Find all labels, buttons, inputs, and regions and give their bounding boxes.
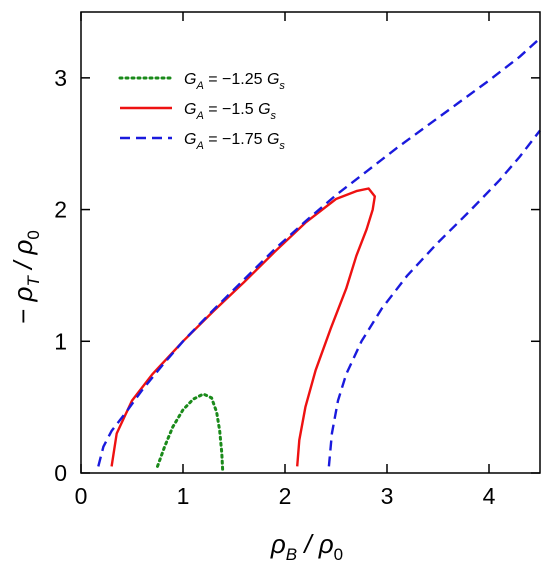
x-tick-label: 2 bbox=[279, 483, 292, 509]
series-line-3 bbox=[97, 37, 541, 467]
legend: GA = −1.25 Gs GA = −1.5 Gs GA = −1.75 Gs bbox=[118, 71, 285, 152]
x-tick-label: 3 bbox=[381, 483, 394, 509]
y-tick-label: 2 bbox=[54, 197, 67, 223]
x-tick-label: 0 bbox=[75, 483, 88, 509]
series-line-3 bbox=[327, 129, 541, 467]
y-tick-label: 0 bbox=[54, 460, 67, 486]
legend-label: GA = −1.25 Gs bbox=[184, 71, 285, 92]
x-tick-label: 1 bbox=[177, 483, 190, 509]
x-axis-title: ρB / ρ0 bbox=[270, 529, 343, 563]
series-line-1 bbox=[156, 392, 225, 475]
ticks-layer: 0 1 2 3 4 0 1 2 3 bbox=[54, 12, 540, 509]
series-layer bbox=[97, 37, 541, 475]
y-axis-title: − ρT / ρ0 bbox=[8, 230, 43, 324]
plot-frame bbox=[80, 11, 541, 474]
y-tick-label: 1 bbox=[54, 328, 67, 354]
legend-label: GA = −1.75 Gs bbox=[184, 131, 285, 152]
series-line-2 bbox=[110, 187, 376, 467]
x-tick-label: 4 bbox=[483, 483, 496, 509]
y-tick-label: 3 bbox=[54, 65, 67, 91]
legend-label: GA = −1.5 Gs bbox=[184, 101, 277, 122]
